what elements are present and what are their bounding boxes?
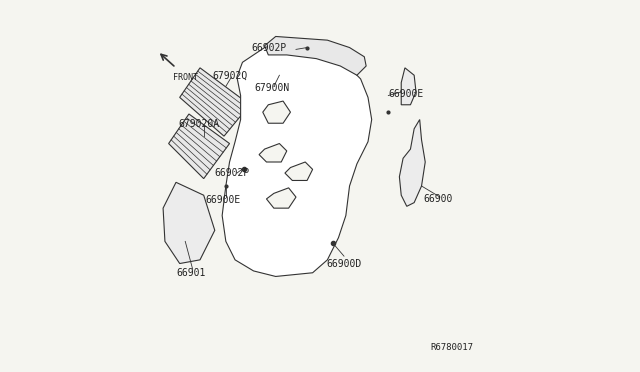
Text: 66900: 66900	[424, 194, 453, 204]
Polygon shape	[259, 144, 287, 162]
Polygon shape	[222, 48, 372, 276]
Text: 66902P: 66902P	[214, 168, 250, 178]
Polygon shape	[263, 101, 291, 123]
Text: 66901: 66901	[176, 268, 205, 278]
Polygon shape	[285, 162, 312, 180]
Text: 679020A: 679020A	[179, 119, 220, 129]
Text: 67900N: 67900N	[254, 83, 290, 93]
Polygon shape	[180, 68, 250, 136]
Text: 66902P: 66902P	[252, 42, 287, 52]
Text: 66900E: 66900E	[205, 195, 241, 205]
Polygon shape	[168, 114, 230, 179]
Polygon shape	[399, 119, 425, 206]
Polygon shape	[163, 182, 215, 263]
Polygon shape	[264, 36, 366, 75]
Text: FRONT: FRONT	[173, 73, 198, 81]
Text: 66900E: 66900E	[388, 89, 424, 99]
Text: R6780017: R6780017	[430, 343, 473, 352]
Text: 66900D: 66900D	[326, 259, 362, 269]
Text: 67902Q: 67902Q	[212, 71, 247, 81]
Polygon shape	[266, 188, 296, 208]
Polygon shape	[401, 68, 416, 105]
